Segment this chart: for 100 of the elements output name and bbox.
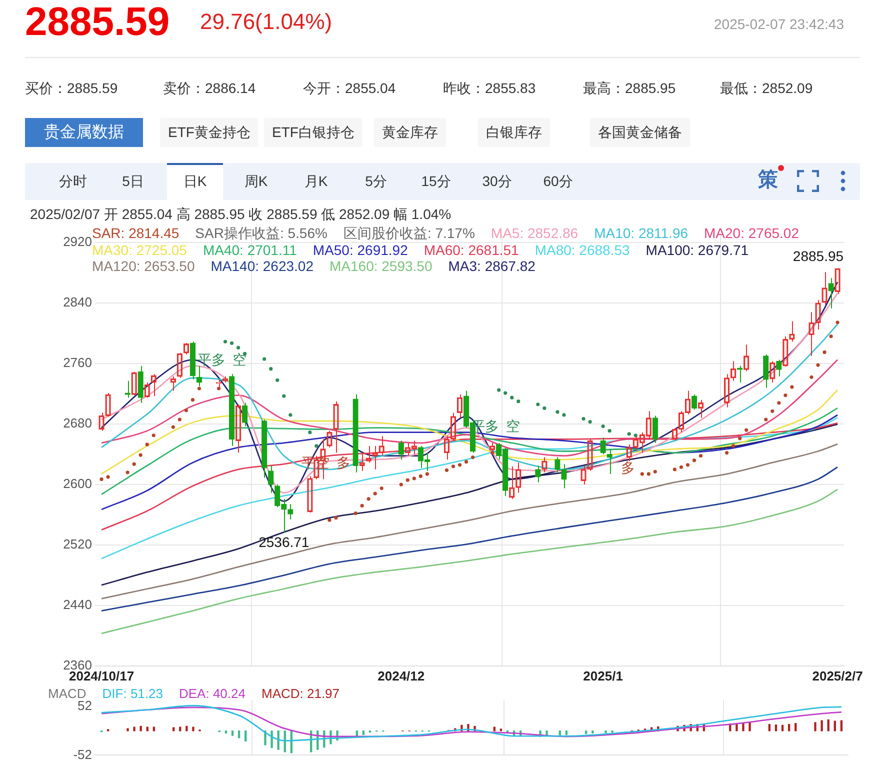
point: [360, 504, 364, 508]
point: [640, 472, 644, 476]
text: MA140: 2623.02: [210, 258, 314, 274]
candlestick: [288, 504, 294, 520]
candlestick: [828, 278, 834, 309]
text: 15分: [420, 172, 452, 191]
bar: [238, 730, 240, 738]
text: 2025-02-07 23:42:43: [714, 16, 844, 32]
y-tick-label: 2920: [63, 234, 92, 250]
bar: [500, 728, 502, 732]
text: 最高：2885.95: [583, 80, 676, 98]
candlestick: [268, 465, 274, 494]
bar: [244, 730, 247, 742]
point: [138, 453, 142, 457]
point: [444, 468, 449, 472]
y-tick-label: 2600: [63, 476, 92, 492]
annotation: 区间股价收益: 7.17%: [343, 225, 475, 242]
text: ETF黄金持仓: [160, 118, 258, 147]
point: [653, 470, 657, 474]
point: [634, 434, 638, 438]
point: [542, 406, 546, 410]
annotation: 多: [336, 454, 350, 470]
candlestick: [228, 374, 235, 446]
bar: [774, 724, 778, 732]
y-tick-label: 52: [78, 698, 92, 714]
bar: [133, 726, 136, 732]
point: [308, 430, 312, 434]
point: [145, 442, 149, 446]
text: 60分: [542, 172, 574, 191]
y-tick-label: 2520: [63, 536, 92, 552]
point: [223, 340, 228, 344]
y-tick-label: 2840: [63, 294, 92, 310]
text: 今开：2855.04: [303, 80, 396, 98]
point: [282, 394, 286, 398]
line-series: [100, 389, 838, 475]
point: [698, 454, 703, 458]
text: SAR: 2814.45: [92, 225, 180, 242]
bar: [270, 730, 273, 748]
point: [100, 477, 104, 482]
annotation: 多: [621, 460, 636, 476]
chart-title: MACD: [48, 686, 86, 701]
point: [464, 460, 468, 464]
x-tick-label: 2024/10/17: [68, 668, 134, 684]
point: [236, 346, 240, 350]
text: MA50: 2691.92: [312, 242, 408, 258]
point: [314, 444, 318, 448]
text: MA20: 2765.02: [704, 225, 799, 242]
point: [556, 410, 560, 414]
point: [354, 511, 358, 516]
point: [601, 424, 605, 428]
annotation: 空: [232, 351, 246, 368]
annotation: 空: [506, 418, 520, 434]
line-series: [100, 414, 838, 510]
point: [790, 385, 794, 389]
candlestick: [190, 341, 196, 380]
text: MA10: 2811.96: [594, 225, 688, 242]
point: [679, 465, 684, 469]
point: [380, 486, 384, 490]
point: [276, 378, 280, 382]
point: [777, 401, 781, 405]
series-label: DIF: 51.23: [102, 686, 163, 701]
text: 买价：2885.59: [25, 80, 118, 98]
point: [627, 432, 631, 436]
text: MA160: 2593.50: [330, 258, 432, 274]
point: [829, 334, 833, 338]
bar: [192, 726, 194, 732]
point: [608, 429, 612, 433]
point: [784, 394, 788, 398]
bar: [362, 730, 365, 735]
text: 周K: [243, 172, 269, 191]
bar: [231, 730, 234, 736]
text: ETF白银持仓: [264, 118, 362, 147]
bar: [224, 730, 228, 734]
candlestick: [262, 419, 268, 478]
point: [418, 474, 422, 478]
bar: [794, 723, 797, 732]
annotation: SAR操作收益: 5.56%: [195, 225, 328, 242]
chart-title: 2885.59: [25, 0, 170, 45]
candlestick: [606, 448, 612, 474]
candlestick: [763, 354, 769, 388]
point: [399, 482, 403, 486]
text: MA120: 2653.50: [92, 258, 195, 274]
candlestick: [352, 394, 358, 473]
point: [269, 367, 273, 371]
point: [816, 363, 820, 367]
point: [425, 472, 429, 476]
point: [536, 402, 540, 406]
point: [334, 516, 338, 520]
point: [470, 456, 475, 460]
text: 5日: [121, 172, 145, 191]
point: [562, 413, 566, 417]
bar: [820, 720, 823, 732]
candlestick: [652, 415, 658, 444]
text: 最低：2852.09: [720, 80, 813, 98]
point: [184, 408, 188, 412]
bar: [565, 730, 568, 735]
bar: [558, 730, 561, 736]
text: 各国黄金储备: [590, 118, 690, 147]
text: 卖价：2886.14: [163, 80, 256, 98]
point: [732, 444, 736, 448]
